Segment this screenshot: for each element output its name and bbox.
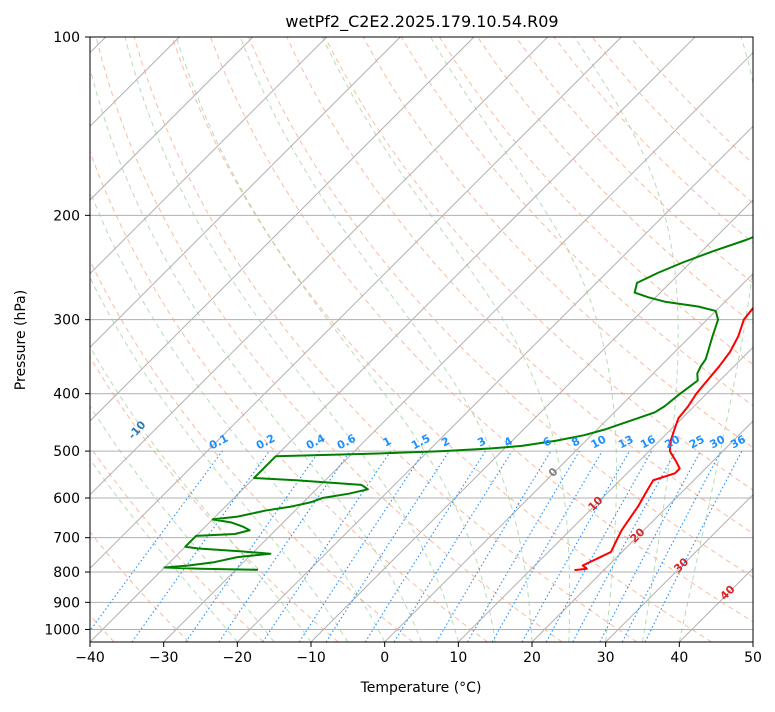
x-tick-label: 20 [523, 650, 541, 666]
y-tick-label: 300 [53, 313, 80, 329]
x-tick-label: 10 [449, 650, 467, 666]
y-tick-label: 900 [53, 595, 80, 611]
y-tick-label: 100 [53, 30, 80, 46]
x-tick-label: −20 [223, 650, 253, 666]
y-tick-label: 1000 [44, 622, 80, 638]
x-tick-label: 30 [597, 650, 615, 666]
y-tick-label: 700 [53, 531, 80, 547]
x-axis-label: Temperature (°C) [360, 680, 482, 696]
y-tick-label: 500 [53, 444, 80, 460]
chart-title: wetPf2_C2E2.2025.179.10.54.R09 [285, 12, 558, 32]
x-tick-label: 50 [744, 650, 762, 666]
x-tick-label: 0 [380, 650, 389, 666]
y-tick-label: 200 [53, 208, 80, 224]
x-tick-label: 40 [670, 650, 688, 666]
y-tick-label: 600 [53, 491, 80, 507]
y-tick-label: 800 [53, 565, 80, 581]
x-tick-label: −30 [149, 650, 179, 666]
y-axis-label: Pressure (hPa) [13, 290, 29, 390]
x-tick-label: −40 [75, 650, 105, 666]
x-tick-label: −10 [296, 650, 326, 666]
y-tick-label: 400 [53, 387, 80, 403]
